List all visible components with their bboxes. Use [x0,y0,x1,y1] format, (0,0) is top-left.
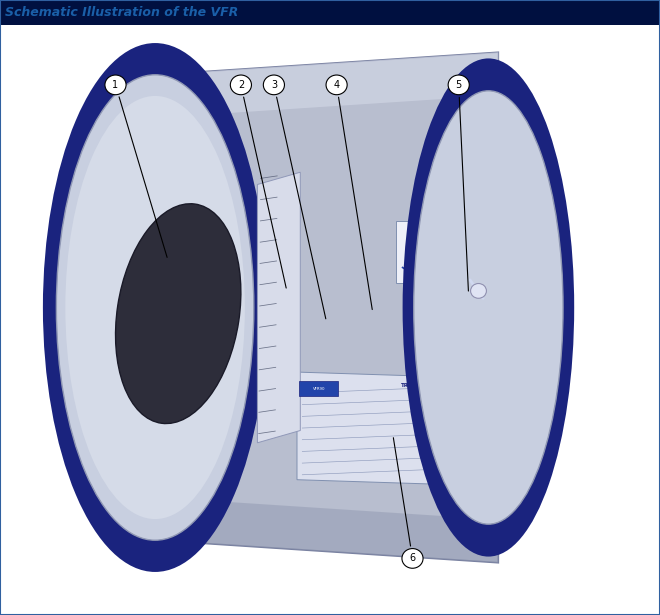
Ellipse shape [65,96,245,519]
Text: 1: 1 [112,80,119,90]
Circle shape [105,75,126,95]
Polygon shape [155,52,498,563]
Text: 5: 5 [455,80,462,90]
Circle shape [263,75,284,95]
Text: geprüft: geprüft [424,272,438,276]
Ellipse shape [412,215,538,394]
Ellipse shape [414,91,563,524]
Text: 2: 2 [238,80,244,90]
Ellipse shape [56,75,254,540]
Text: Schematic Illustration of the VFR: Schematic Illustration of the VFR [5,6,238,19]
Ellipse shape [457,279,493,330]
FancyBboxPatch shape [0,0,660,25]
Text: TROX: TROX [401,383,418,388]
Text: TECHNIK: TECHNIK [417,387,430,391]
Polygon shape [155,52,498,118]
Polygon shape [257,172,300,443]
FancyBboxPatch shape [299,381,338,396]
Text: TROX: TROX [420,237,438,242]
Text: 4: 4 [333,80,340,90]
Polygon shape [297,372,488,486]
Circle shape [230,75,251,95]
Circle shape [402,549,423,568]
Text: 3: 3 [271,80,277,90]
Text: 6: 6 [409,554,416,563]
Polygon shape [396,221,482,283]
Text: VFR90: VFR90 [313,387,325,391]
Circle shape [326,75,347,95]
Ellipse shape [43,43,267,572]
Text: tested: tested [424,276,436,280]
Text: TECHNIK: TECHNIK [440,242,456,245]
Ellipse shape [411,84,566,531]
Circle shape [448,75,469,95]
Circle shape [471,284,486,298]
Polygon shape [155,497,498,563]
Ellipse shape [115,204,241,424]
Ellipse shape [403,58,574,557]
